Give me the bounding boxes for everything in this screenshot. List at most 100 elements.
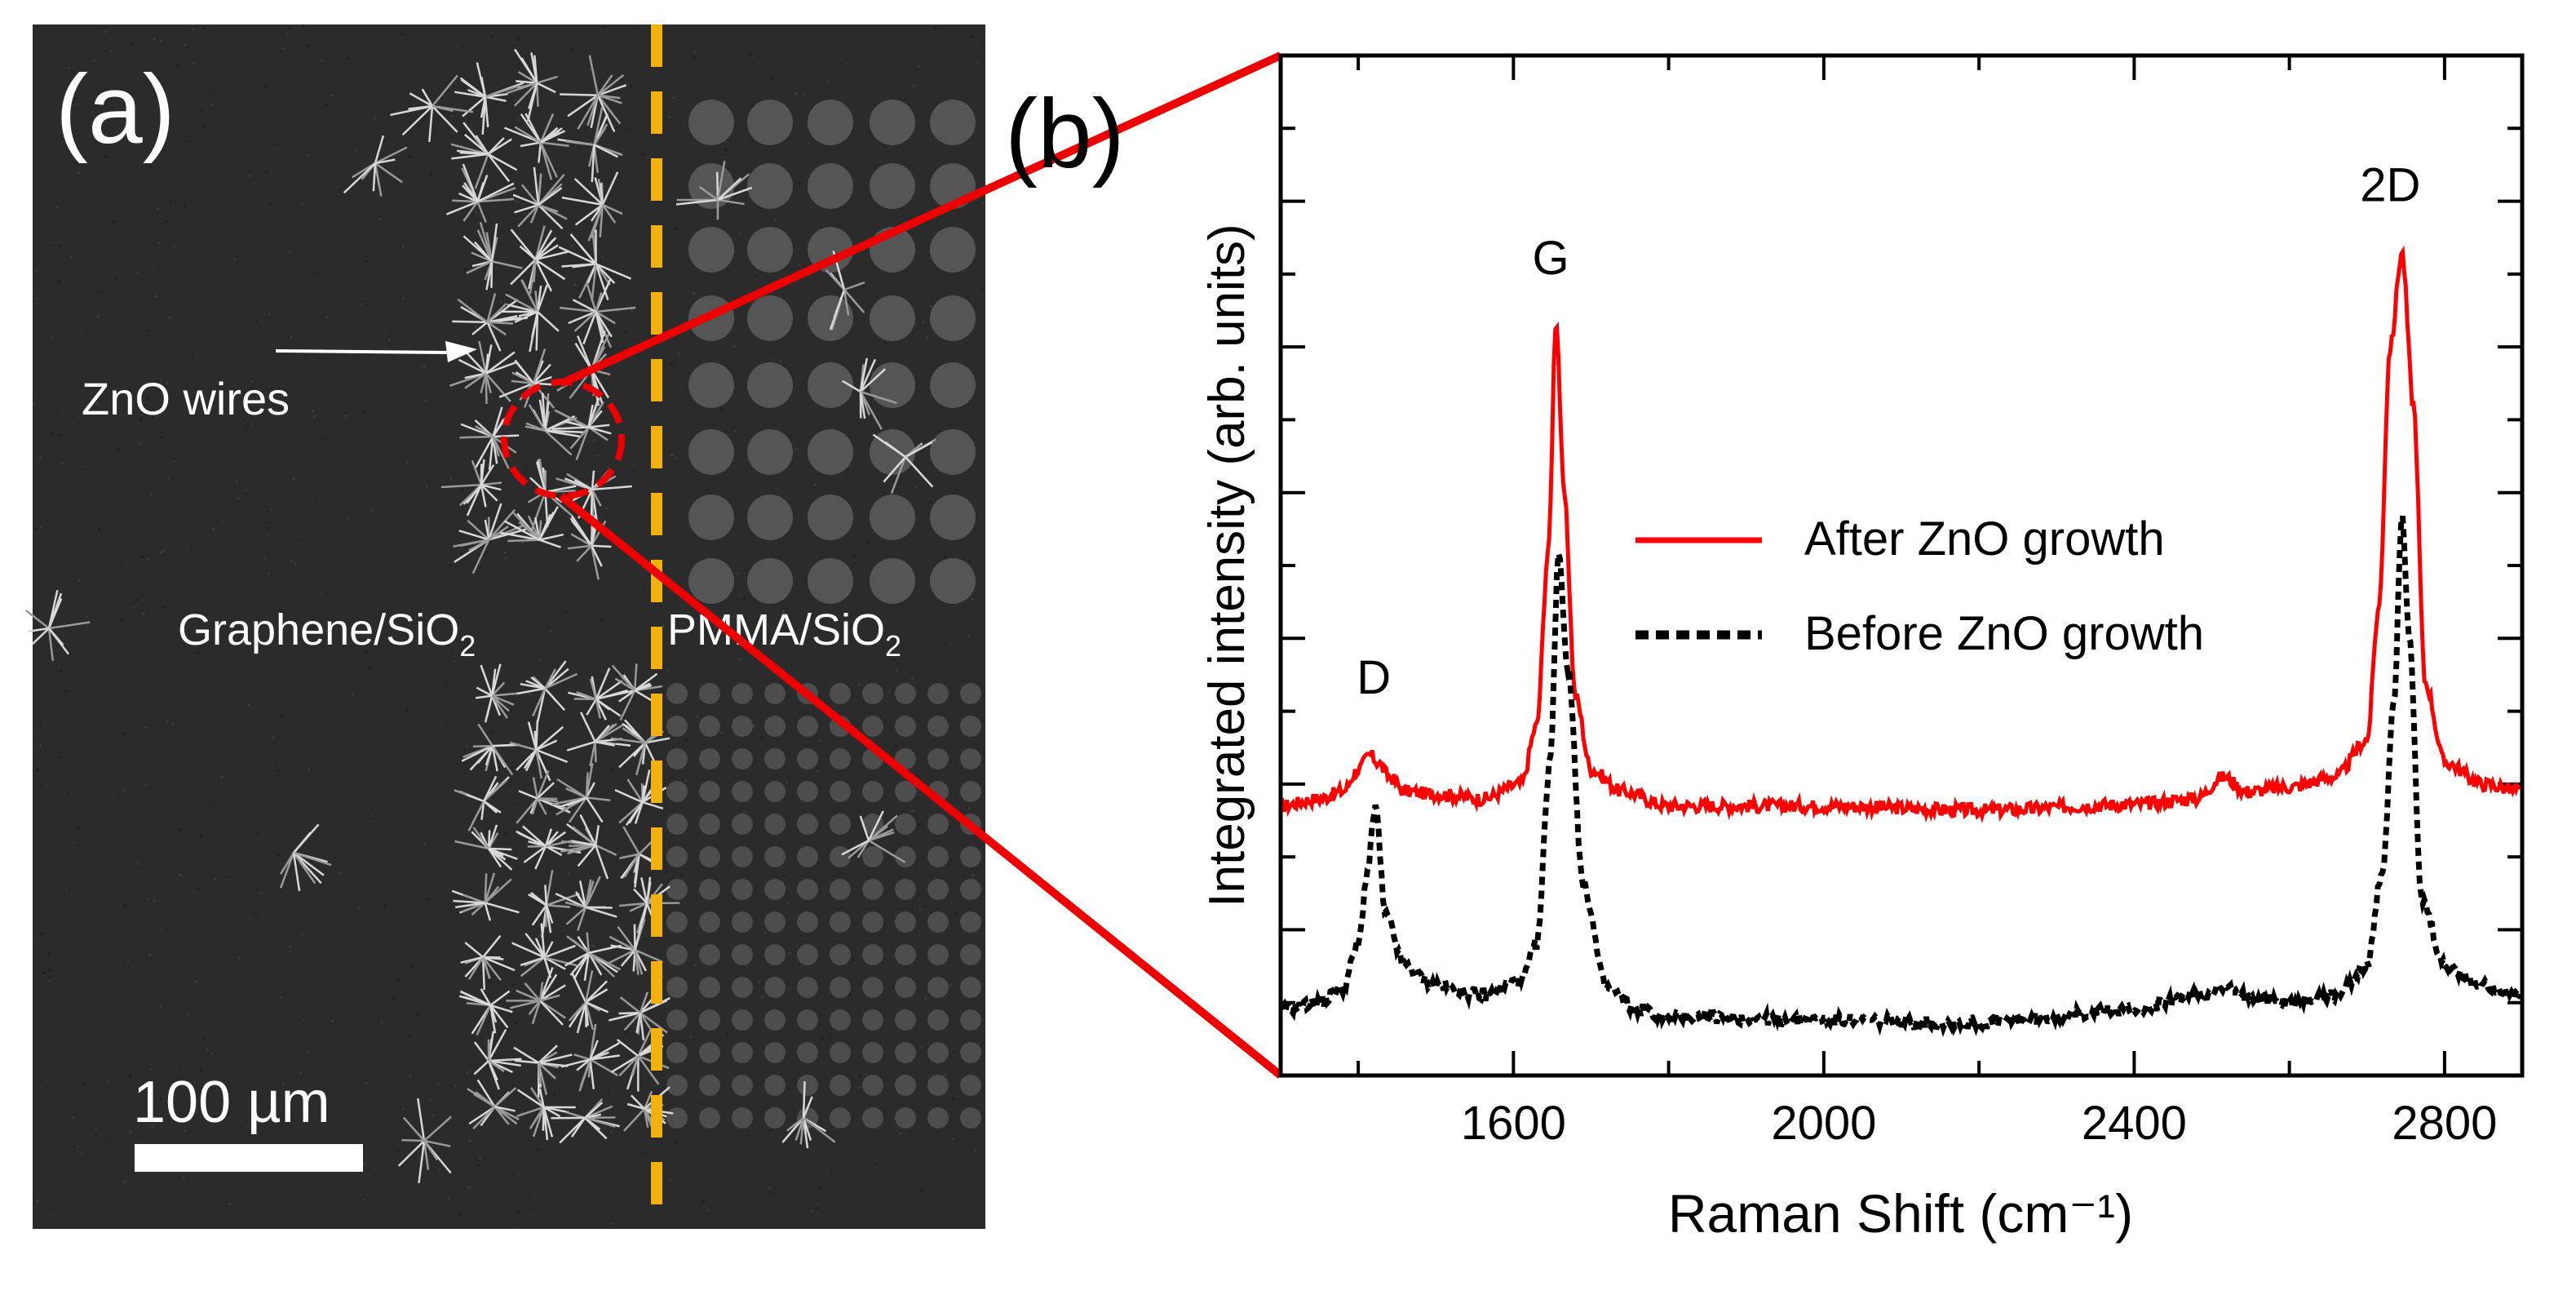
sem-noise-speck <box>516 1211 519 1214</box>
sem-noise-speck <box>331 1019 334 1022</box>
pmma-dot-small <box>830 683 851 704</box>
sem-noise-speck <box>95 1127 98 1130</box>
pmma-dot <box>688 100 734 145</box>
sem-noise-speck <box>220 776 224 779</box>
sem-noise-speck <box>155 295 158 298</box>
pmma-dot-small <box>732 944 753 965</box>
sem-noise-speck <box>848 993 852 996</box>
sem-noise-speck <box>469 1064 472 1067</box>
zno-wire-star <box>451 872 520 921</box>
sem-noise-speck <box>917 64 920 68</box>
sem-noise-speck <box>59 756 62 759</box>
sem-noise-speck <box>103 30 106 33</box>
sem-noise-speck <box>602 25 605 29</box>
sem-noise-speck <box>662 975 665 978</box>
pmma-dot-small <box>699 683 720 704</box>
sem-noise-speck <box>498 490 502 494</box>
pmma-dot-small <box>830 1009 851 1031</box>
sem-noise-speck <box>37 630 40 633</box>
pmma-dot-small <box>666 683 688 704</box>
zno-wire-star <box>555 876 617 931</box>
sem-noise-speck <box>538 934 542 938</box>
zno-wire-star <box>516 770 571 824</box>
sem-noise-speck <box>929 500 932 503</box>
pmma-dot-small <box>895 944 916 965</box>
zno-wires-label: ZnO wires <box>82 373 290 424</box>
sem-noise-speck <box>151 1124 154 1128</box>
peak-annotations: D G 2D <box>1357 159 2420 705</box>
sem-noise-speck <box>46 975 50 978</box>
sem-noise-speck <box>980 41 984 44</box>
pmma-dot-small <box>764 1042 786 1063</box>
sem-noise-speck <box>302 24 305 28</box>
sem-noise-speck <box>810 1209 813 1213</box>
sem-noise-speck <box>308 768 311 771</box>
sem-noise-speck <box>737 572 740 575</box>
pmma-dot-small <box>895 781 916 802</box>
sem-noise-speck <box>213 401 216 404</box>
sem-noise-speck <box>176 64 179 68</box>
sem-noise-speck <box>426 485 429 488</box>
sem-noise-speck <box>408 155 411 158</box>
zno-wire-star <box>524 392 584 456</box>
sem-noise-speck <box>631 469 634 472</box>
sem-noise-speck <box>537 1148 540 1151</box>
sem-noise-speck <box>980 288 984 291</box>
sem-noise-speck <box>515 1022 518 1025</box>
sem-noise-speck <box>159 379 162 382</box>
sem-noise-speck <box>755 275 758 278</box>
sem-noise-speck <box>974 1148 977 1151</box>
sem-noise-speck <box>461 488 464 491</box>
sem-noise-speck <box>449 564 452 567</box>
sem-noise-speck <box>196 651 199 654</box>
panel-b-label: (b) <box>1005 79 1125 188</box>
pmma-dot-small <box>797 814 818 835</box>
pmma-dot-small <box>862 683 883 704</box>
zno-wire-star <box>551 1098 620 1144</box>
sem-noise-speck <box>374 1174 377 1177</box>
pmma-dot-small <box>764 1075 786 1096</box>
pmma-dot-small <box>797 977 818 998</box>
sem-noise-speck <box>529 693 532 696</box>
pmma-dot-small <box>895 1075 916 1096</box>
pmma-dot-small <box>764 781 786 802</box>
pmma-dot-small <box>960 846 981 867</box>
pmma-dot-small <box>666 846 688 867</box>
sem-noise-speck <box>147 557 150 561</box>
pmma-dot-small <box>895 977 916 998</box>
pmma-dot-small <box>960 977 981 998</box>
zno-wire-star <box>600 663 663 721</box>
zno-wire-clusters <box>24 48 936 1184</box>
sem-noise-speck <box>939 415 942 418</box>
sem-noise-speck <box>610 768 613 771</box>
sem-noise-speck <box>166 720 169 723</box>
sem-noise-speck <box>237 956 241 960</box>
sem-noise-speck <box>347 517 350 520</box>
sem-noise-speck <box>60 433 63 437</box>
sem-noise-speck <box>692 292 695 295</box>
pmma-dot-small <box>666 748 688 769</box>
pmma-dot <box>808 100 853 145</box>
pmma-dot-small <box>797 944 818 965</box>
sem-noise-speck <box>331 94 334 97</box>
sem-noise-speck <box>872 641 875 645</box>
sem-noise-speck <box>573 283 576 286</box>
pmma-dot-small <box>927 846 949 867</box>
sem-noise-speck <box>478 553 481 557</box>
sem-noise-speck <box>445 721 449 724</box>
sem-noise-speck <box>792 185 795 188</box>
sem-noise-speck <box>758 55 761 58</box>
sem-noise-speck <box>157 264 161 268</box>
zno-wire-star <box>560 1023 621 1092</box>
sem-noise-speck <box>866 540 870 543</box>
zno-wire-star <box>458 988 513 1036</box>
pmma-dot-small <box>960 1075 981 1096</box>
sem-noise-speck <box>48 969 51 972</box>
sem-noise-speck <box>147 1104 150 1107</box>
zno-wire-star <box>551 393 612 460</box>
zno-wire-star <box>872 433 936 494</box>
sem-noise-speck <box>270 507 273 510</box>
sem-noise-speck <box>821 1037 824 1040</box>
sem-noise-speck <box>406 461 409 464</box>
sem-noise-speck <box>392 997 395 1000</box>
